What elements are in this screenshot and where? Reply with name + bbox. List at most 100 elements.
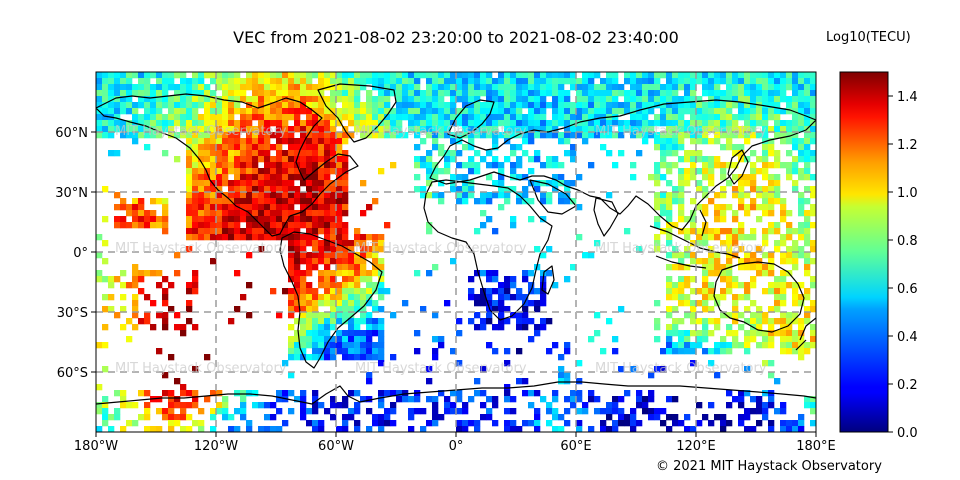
tec-cell <box>696 402 703 409</box>
tec-cell <box>306 324 313 331</box>
tec-cell <box>486 198 493 205</box>
tec-cell <box>360 240 367 247</box>
tec-cell <box>582 132 589 139</box>
tec-cell <box>450 402 457 409</box>
tec-cell <box>252 204 259 211</box>
tec-cell <box>798 126 805 133</box>
tec-cell <box>660 114 667 121</box>
tec-cell <box>516 324 523 331</box>
tec-cell <box>792 252 799 259</box>
tec-cell <box>750 168 757 175</box>
tec-cell <box>300 210 307 217</box>
tec-cell <box>534 120 541 127</box>
tec-cell <box>714 252 721 259</box>
tec-cell <box>270 174 277 181</box>
tec-cell <box>330 414 337 421</box>
tec-cell <box>798 78 805 85</box>
tec-cell <box>186 108 193 115</box>
tec-cell <box>264 234 271 241</box>
tec-cell <box>750 180 757 187</box>
tec-cell <box>144 114 151 121</box>
tec-cell <box>234 192 241 199</box>
tec-cell <box>252 150 259 157</box>
tec-cell <box>564 372 571 379</box>
tec-cell <box>312 108 319 115</box>
tec-cell <box>504 384 511 391</box>
tec-cell <box>210 150 217 157</box>
tec-cell <box>324 156 331 163</box>
tec-cell <box>744 252 751 259</box>
tec-cell <box>738 228 745 235</box>
tec-cell <box>366 90 373 97</box>
tec-cell <box>690 300 697 307</box>
tec-cell <box>294 120 301 127</box>
tec-cell <box>276 114 283 121</box>
tec-cell <box>360 246 367 253</box>
tec-cell <box>318 174 325 181</box>
tec-cell <box>702 126 709 133</box>
tec-cell <box>300 198 307 205</box>
tec-cell <box>672 198 679 205</box>
tec-cell <box>330 96 337 103</box>
colorbar <box>839 71 889 433</box>
tec-cell <box>768 252 775 259</box>
tec-cell <box>666 312 673 319</box>
tec-cell <box>378 108 385 115</box>
tec-cell <box>702 162 709 169</box>
tec-cell <box>606 90 613 97</box>
tec-cell <box>672 348 679 355</box>
tec-cell <box>684 180 691 187</box>
tec-cell <box>360 72 367 79</box>
tec-cell <box>540 198 547 205</box>
tec-cell <box>810 72 816 79</box>
tec-cell <box>516 174 523 181</box>
tec-cell <box>534 102 541 109</box>
tec-cell <box>762 78 769 85</box>
tec-cell <box>666 108 673 115</box>
tec-cell <box>612 132 619 139</box>
tec-cell <box>492 228 499 235</box>
tec-cell <box>558 372 565 379</box>
tec-cell <box>144 96 151 103</box>
tec-cell <box>798 336 805 343</box>
tec-cell <box>168 96 175 103</box>
tec-cell <box>444 300 451 307</box>
tec-cell <box>378 72 385 79</box>
tec-cell <box>438 198 445 205</box>
tec-cell <box>294 300 301 307</box>
tec-cell <box>774 162 781 169</box>
tec-cell <box>486 192 493 199</box>
tec-cell <box>294 240 301 247</box>
tec-cell <box>618 132 625 139</box>
tec-cell <box>648 96 655 103</box>
tec-cell <box>408 102 415 109</box>
tec-cell <box>240 84 247 91</box>
tec-cell <box>138 84 145 91</box>
tec-cell <box>234 174 241 181</box>
tec-cell <box>528 72 535 79</box>
tec-cell <box>306 180 313 187</box>
tec-cell <box>522 78 529 85</box>
tec-cell <box>810 96 816 103</box>
tec-cell <box>690 306 697 313</box>
y-tick-label: 60°S <box>57 366 88 381</box>
tec-cell <box>276 120 283 127</box>
tec-cell <box>324 348 331 355</box>
tec-cell <box>726 258 733 265</box>
tec-cell <box>666 138 673 145</box>
tec-cell <box>120 204 127 211</box>
tec-cell <box>438 342 445 349</box>
tec-cell <box>792 348 799 355</box>
tec-cell <box>426 420 433 427</box>
tec-cell <box>384 90 391 97</box>
tec-cell <box>330 210 337 217</box>
tec-cell <box>294 234 301 241</box>
tec-cell <box>564 126 571 133</box>
tec-cell <box>288 354 295 361</box>
tec-cell <box>342 204 349 211</box>
tec-cell <box>204 132 211 139</box>
tec-cell <box>798 354 805 361</box>
tec-cell <box>666 216 673 223</box>
tec-cell <box>384 84 391 91</box>
tec-cell <box>678 78 685 85</box>
